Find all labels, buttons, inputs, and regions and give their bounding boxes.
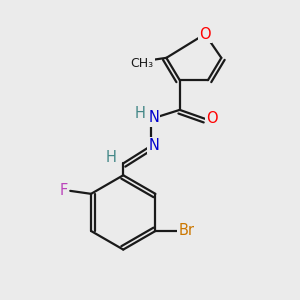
Text: H: H <box>135 106 146 121</box>
Text: F: F <box>60 183 68 198</box>
Text: O: O <box>199 27 211 42</box>
Text: Br: Br <box>178 224 195 238</box>
Text: O: O <box>207 111 218 126</box>
Text: N: N <box>148 110 159 125</box>
Text: CH₃: CH₃ <box>130 57 154 70</box>
Text: H: H <box>105 150 116 165</box>
Text: N: N <box>148 138 159 153</box>
